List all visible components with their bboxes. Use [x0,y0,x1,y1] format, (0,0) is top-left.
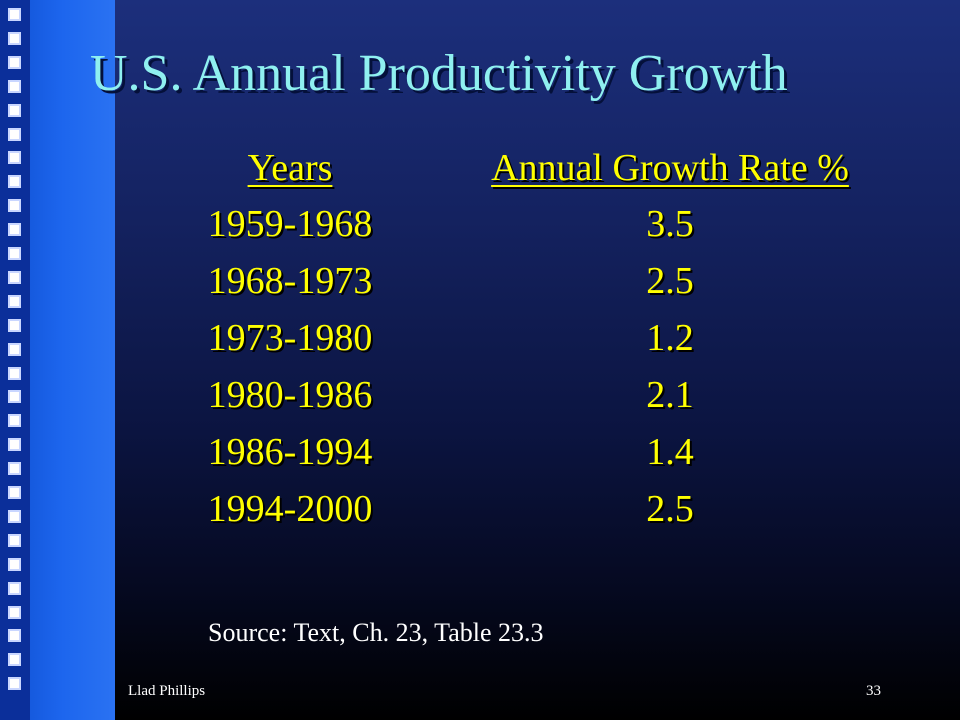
bullet-square [8,128,21,141]
footer-page-number: 33 [866,683,881,699]
bullet-square [8,462,21,475]
table-row: 1968-1973 2.5 [160,252,920,309]
cell-years: 1968-1973 [207,259,373,302]
bullet-square [8,175,21,188]
source-note: Source: Text, Ch. 23, Table 23.3 [208,618,544,647]
bullet-square [8,558,21,571]
cell-growth-rate: 2.1 [646,373,694,416]
bullet-square [8,629,21,642]
header-growth-rate: Annual Growth Rate % [491,146,849,189]
table-row: 1973-1980 1.2 [160,309,920,366]
table-row: 1986-1994 1.4 [160,423,920,480]
bullet-square [8,653,21,666]
cell-growth-rate: 2.5 [646,487,694,530]
cell-growth-rate: 2.5 [646,259,694,302]
bullet-square [8,390,21,403]
bullet-square [8,438,21,451]
bullet-square [8,104,21,117]
productivity-table: Years Annual Growth Rate % 1959-1968 3.5… [160,140,920,537]
bullet-square [8,223,21,236]
cell-growth-rate: 1.4 [646,430,694,473]
bullet-square [8,151,21,164]
bullet-square [8,271,21,284]
bullet-square [8,414,21,427]
bullet-square [8,8,21,21]
header-years: Years [247,146,333,189]
bullet-square [8,677,21,690]
bullet-square [8,606,21,619]
bullet-square [8,295,21,308]
bullet-square [8,367,21,380]
bullet-square [8,582,21,595]
bullet-square [8,343,21,356]
footer-author: Llad Phillips [128,683,206,699]
cell-years: 1980-1986 [207,373,373,416]
cell-years: 1973-1980 [207,316,373,359]
cell-years: 1986-1994 [207,430,373,473]
cell-growth-rate: 3.5 [646,202,694,245]
bullet-square [8,486,21,499]
table-row: 1959-1968 3.5 [160,195,920,252]
table-row: 1994-2000 2.5 [160,480,920,537]
slide-title: U.S. Annual Productivity Growth [90,45,788,102]
cell-years: 1994-2000 [207,487,373,530]
bullet-square [8,32,21,45]
sidebar-stripe [0,0,30,720]
bullet-square [8,80,21,93]
bullet-square-column [8,8,22,712]
table-header-row: Years Annual Growth Rate % [160,140,920,195]
cell-growth-rate: 1.2 [646,316,694,359]
bullet-square [8,534,21,547]
bullet-square [8,319,21,332]
bullet-square [8,510,21,523]
cell-years: 1959-1968 [207,202,373,245]
table-row: 1980-1986 2.1 [160,366,920,423]
bullet-square [8,56,21,69]
bullet-square [8,199,21,212]
bullet-square [8,247,21,260]
